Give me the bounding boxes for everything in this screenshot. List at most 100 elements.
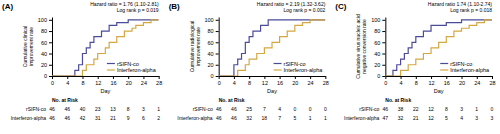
risk-value: 46 xyxy=(49,106,55,112)
annotation: Log rank p = 0.018 xyxy=(450,7,492,13)
risk-value: 1 xyxy=(157,106,160,112)
x-axis-label: Day xyxy=(434,88,444,94)
x-axis-label: Day xyxy=(100,88,110,94)
legend-swatch xyxy=(274,69,282,70)
y-tick-mark xyxy=(382,42,385,43)
x-tick: 8 xyxy=(248,76,251,86)
y-tick: 100 xyxy=(371,17,385,23)
y-axis-line xyxy=(52,18,53,77)
y-tick-mark xyxy=(49,65,52,66)
x-axis-line xyxy=(53,76,160,77)
risk-value: 46 xyxy=(64,115,70,121)
risk-table: No. at RiskrSIFN-co46462574000Interferon… xyxy=(177,97,327,121)
risk-value: 25 xyxy=(246,106,252,112)
x-tick-label: 16 xyxy=(110,80,116,86)
x-tick-label: 20 xyxy=(126,80,132,86)
x-tick-label: 12 xyxy=(95,80,101,86)
legend-label: rSIFN-co xyxy=(450,61,472,67)
y-axis-label: Cumulative clinicalimprovement rate xyxy=(22,26,34,67)
legend-item: rSIFN-co xyxy=(440,61,472,67)
x-tick: 20 xyxy=(126,76,132,86)
risk-table-title: No. at Risk xyxy=(219,97,245,103)
y-tick-mark xyxy=(49,54,52,55)
risk-value: 31 xyxy=(95,115,101,121)
y-axis: 020406080100 xyxy=(204,17,219,79)
y-tick-mark xyxy=(216,31,219,32)
x-tick: 16 xyxy=(277,76,283,86)
risk-table: No. at RiskrSIFN-co4646402313831Interfer… xyxy=(11,97,161,121)
x-axis: 0481216202428 xyxy=(218,76,329,86)
legend-label: Interferon-alpha xyxy=(117,67,157,73)
legend: rSIFN-coInterferon-alpha xyxy=(274,61,324,74)
x-tick-mark xyxy=(82,76,83,79)
y-axis-line xyxy=(385,18,386,77)
risk-row-label: rSIFN-co xyxy=(26,106,46,112)
legend-swatch xyxy=(274,63,282,64)
risk-value: 12 xyxy=(428,115,434,121)
risk-value: 7 xyxy=(263,106,266,112)
risk-value: 5 xyxy=(293,115,296,121)
legend-label: Interferon-alpha xyxy=(284,67,324,73)
x-axis: 0481216202428 xyxy=(51,76,162,86)
y-tick-mark xyxy=(382,76,385,77)
legend-label: Interferon-alpha xyxy=(450,67,490,73)
y-tick: 60 xyxy=(208,40,219,46)
x-tick-mark xyxy=(310,76,311,79)
panel: 0481216202428020406080100DayCumulative r… xyxy=(169,1,329,121)
y-axis: 020406080100 xyxy=(371,17,386,79)
plot-area xyxy=(385,20,492,76)
y-tick-mark xyxy=(216,65,219,66)
panel: 0481216202428020406080100DayCumulative c… xyxy=(2,1,162,121)
x-tick: 20 xyxy=(459,76,465,86)
y-tick: 0 xyxy=(44,73,52,79)
x-tick-mark xyxy=(113,76,114,79)
x-tick: 0 xyxy=(218,76,221,86)
x-tick: 20 xyxy=(292,76,298,86)
risk-value: 4 xyxy=(278,106,281,112)
panel-title: (B) xyxy=(169,2,180,11)
risk-value: 3 xyxy=(475,115,478,121)
x-tick-mark xyxy=(446,76,447,79)
legend-swatch xyxy=(107,69,115,70)
x-tick-mark xyxy=(249,76,250,79)
y-tick: 60 xyxy=(41,40,52,46)
y-tick-label: 0 xyxy=(211,73,214,79)
y-tick-label: 40 xyxy=(374,51,380,57)
y-tick: 40 xyxy=(374,51,385,57)
y-tick-label: 60 xyxy=(208,40,214,46)
legend-item: Interferon-alpha xyxy=(107,67,157,73)
y-tick-mark xyxy=(216,20,219,21)
y-axis-label-line: improvement rate xyxy=(195,27,201,66)
y-tick-mark xyxy=(216,42,219,43)
x-tick: 4 xyxy=(233,76,236,86)
risk-value: 32 xyxy=(246,115,252,121)
x-tick-label: 4 xyxy=(400,80,403,86)
y-tick: 80 xyxy=(208,28,219,34)
y-tick-label: 100 xyxy=(204,17,213,23)
series-line xyxy=(52,20,159,76)
x-tick-mark xyxy=(98,76,99,79)
y-tick-label: 80 xyxy=(374,28,380,34)
risk-table-title: No. at Risk xyxy=(52,97,78,103)
y-tick-mark xyxy=(49,31,52,32)
risk-value: 1 xyxy=(309,115,312,121)
legend-swatch xyxy=(440,63,448,64)
risk-value: 1 xyxy=(324,115,327,121)
risk-row-label: Interferon-alpha xyxy=(344,115,380,121)
risk-value: 2 xyxy=(157,115,160,121)
x-tick-label: 12 xyxy=(428,80,434,86)
risk-row-label: rSIFN-co xyxy=(193,106,213,112)
y-tick-label: 0 xyxy=(44,73,47,79)
risk-value: 6 xyxy=(142,115,145,121)
x-tick: 12 xyxy=(95,76,101,86)
risk-value: 47 xyxy=(383,115,389,121)
legend: rSIFN-coInterferon-alpha xyxy=(440,61,490,74)
risk-value: 46 xyxy=(216,106,222,112)
y-tick-label: 40 xyxy=(208,51,214,57)
risk-row-label: Interferon-alpha xyxy=(11,115,47,121)
risk-value: 0 xyxy=(491,106,494,112)
y-tick-mark xyxy=(49,76,52,77)
series-line xyxy=(385,20,492,76)
y-tick-label: 60 xyxy=(41,40,47,46)
x-tick-label: 4 xyxy=(66,80,69,86)
